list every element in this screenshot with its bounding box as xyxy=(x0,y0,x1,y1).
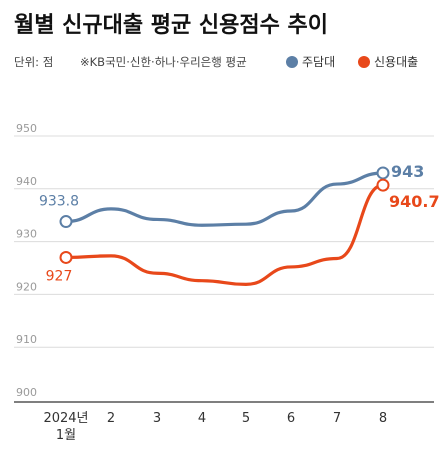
series-line-mortgage xyxy=(64,171,385,227)
data-label-credit-8: 940.7 xyxy=(389,192,440,211)
y-tick-label-950: 950 xyxy=(16,122,37,135)
x-tick-label-2: 2 xyxy=(107,411,115,426)
x-tick-label-6: 6 xyxy=(287,411,295,426)
point-marker-credit-8 xyxy=(376,178,390,192)
y-tick-label-910: 910 xyxy=(16,333,37,346)
point-marker-credit-1 xyxy=(59,250,73,264)
x-tick-label-1-line2: 1월 xyxy=(56,428,76,443)
x-tick-label-8: 8 xyxy=(379,411,387,426)
point-marker-mortgage-8 xyxy=(376,166,390,180)
data-labels: 933.8 943 927 940.7 xyxy=(39,162,440,284)
legend-label-credit: 신용대출 xyxy=(374,55,418,69)
chart-title: 월별 신규대출 평균 신용점수 추이 xyxy=(14,13,328,38)
series-line-credit xyxy=(64,183,385,286)
point-marker-mortgage-1 xyxy=(59,215,73,229)
legend-label-mortgage: 주담대 xyxy=(302,55,335,69)
x-tick-label-4: 4 xyxy=(198,411,206,426)
data-label-mortgage-1: 933.8 xyxy=(39,194,79,210)
x-axis: 2024년 1월 2 3 4 5 6 7 8 xyxy=(43,411,387,443)
source-note: ※KB국민·신한·하나·우리은행 평균 xyxy=(80,55,247,69)
series xyxy=(59,166,390,286)
y-tick-label-940: 940 xyxy=(16,175,37,188)
y-tick-label-920: 920 xyxy=(16,280,37,293)
x-tick-label-5: 5 xyxy=(242,411,250,426)
legend-marker-mortgage xyxy=(286,56,298,68)
y-axis: 900 910 920 930 940 950 xyxy=(16,122,37,399)
data-label-credit-1: 927 xyxy=(46,268,73,284)
y-tick-label-930: 930 xyxy=(16,228,37,241)
x-tick-label-7: 7 xyxy=(333,411,341,426)
grid xyxy=(14,135,434,348)
legend: 주담대 신용대출 xyxy=(286,55,418,69)
legend-marker-credit xyxy=(358,56,370,68)
data-label-mortgage-8: 943 xyxy=(391,162,424,181)
x-tick-label-1-line1: 2024년 xyxy=(43,411,88,426)
x-tick-label-3: 3 xyxy=(153,411,161,426)
y-tick-label-900: 900 xyxy=(16,386,37,399)
unit-label: 단위: 점 xyxy=(14,55,53,69)
